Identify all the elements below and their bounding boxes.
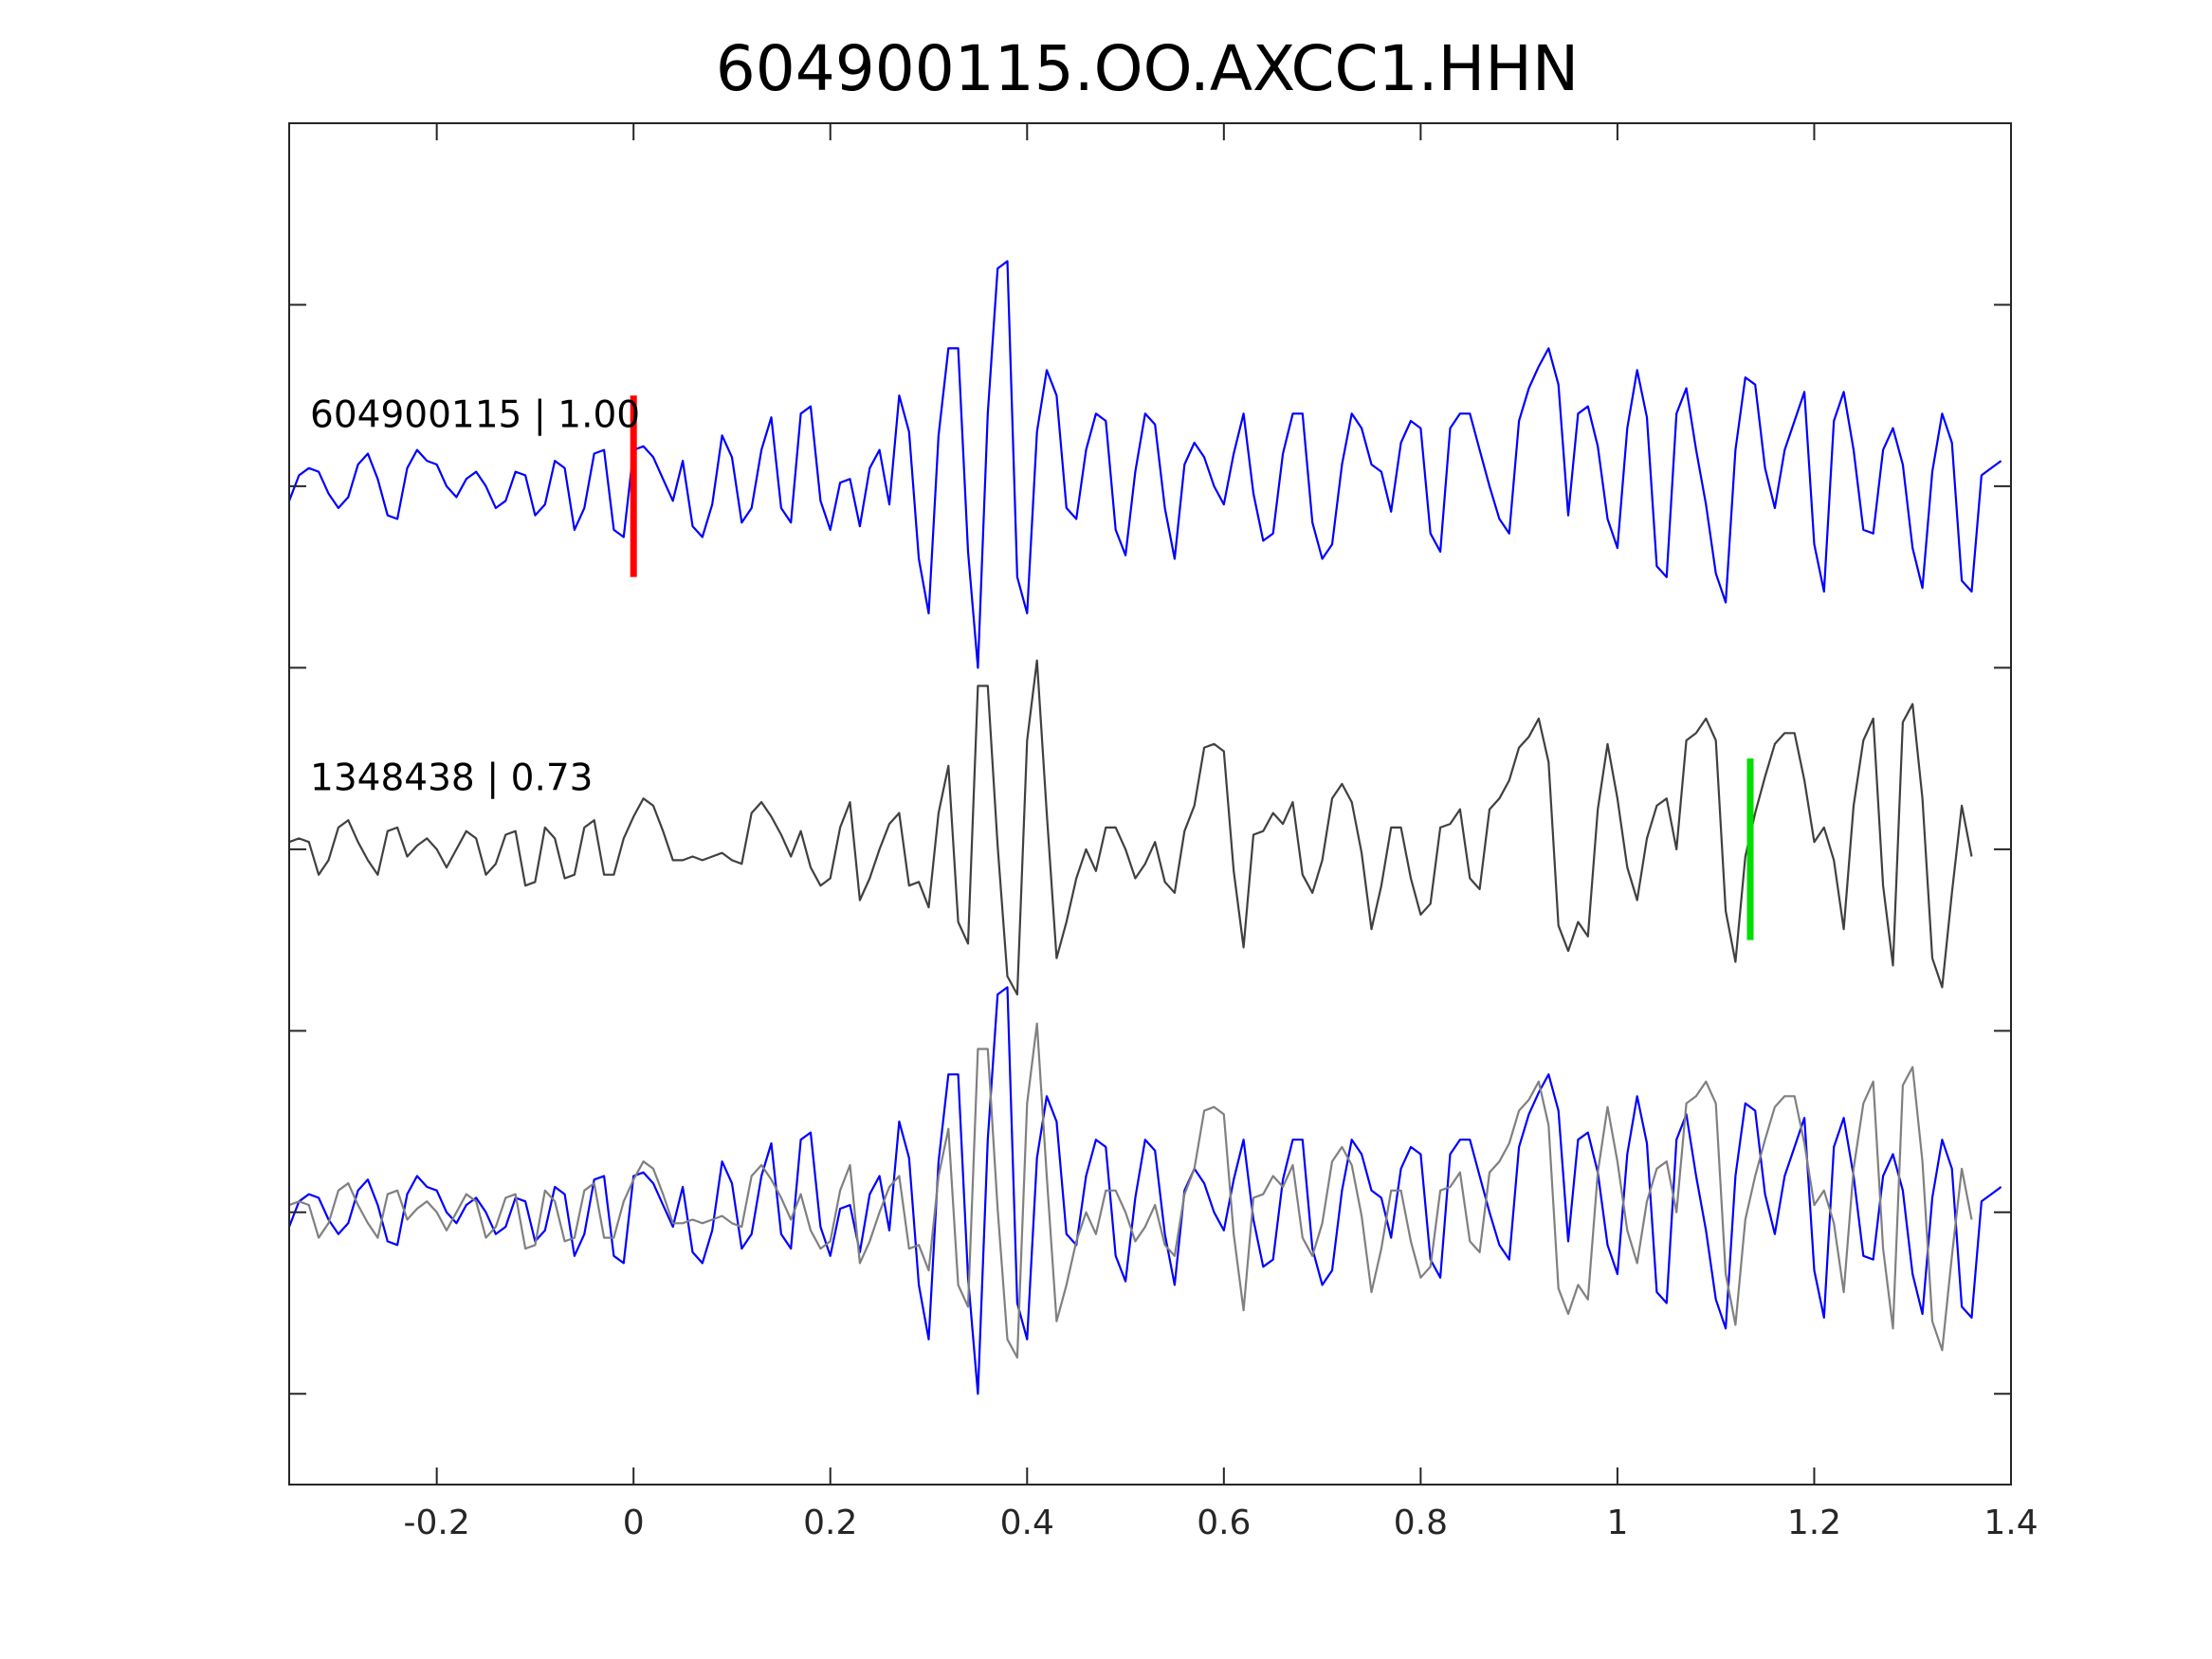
x-axis-ticks: -0.2 0 0.2 0.4 0.6 0.8 1 1.2 1.4	[404, 123, 2038, 1542]
x-tick-label: 0.8	[1394, 1504, 1448, 1542]
traces-layer	[287, 260, 2002, 1395]
x-tick-label: -0.2	[404, 1504, 470, 1542]
x-tick-label: 1.4	[1983, 1504, 2038, 1542]
x-tick-label: 0	[623, 1504, 645, 1542]
x-tick-label: 0.4	[1000, 1504, 1054, 1542]
chart-title: 604900115.OO.AXCC1.HHN	[716, 32, 1579, 105]
markers-layer	[630, 395, 1754, 940]
x-tick-label: 1.2	[1787, 1504, 1841, 1542]
y-axis-ticks	[289, 303, 2011, 1395]
trace-label-2: 1348438 | 0.73	[310, 757, 593, 799]
x-tick-label: 1	[1606, 1504, 1628, 1542]
x-tick-label: 0.2	[803, 1504, 857, 1542]
x-tick-label: 0.6	[1197, 1504, 1251, 1542]
trace-line-1	[287, 260, 2002, 669]
trace-labels: 604900115 | 1.00 1348438 | 0.73	[310, 393, 640, 799]
axes-frame	[288, 122, 2012, 1486]
trace-label-1: 604900115 | 1.00	[310, 393, 640, 436]
trace-line-2	[288, 659, 1973, 996]
trace-line-4	[288, 1022, 1973, 1359]
trace-line-3	[287, 986, 2002, 1395]
